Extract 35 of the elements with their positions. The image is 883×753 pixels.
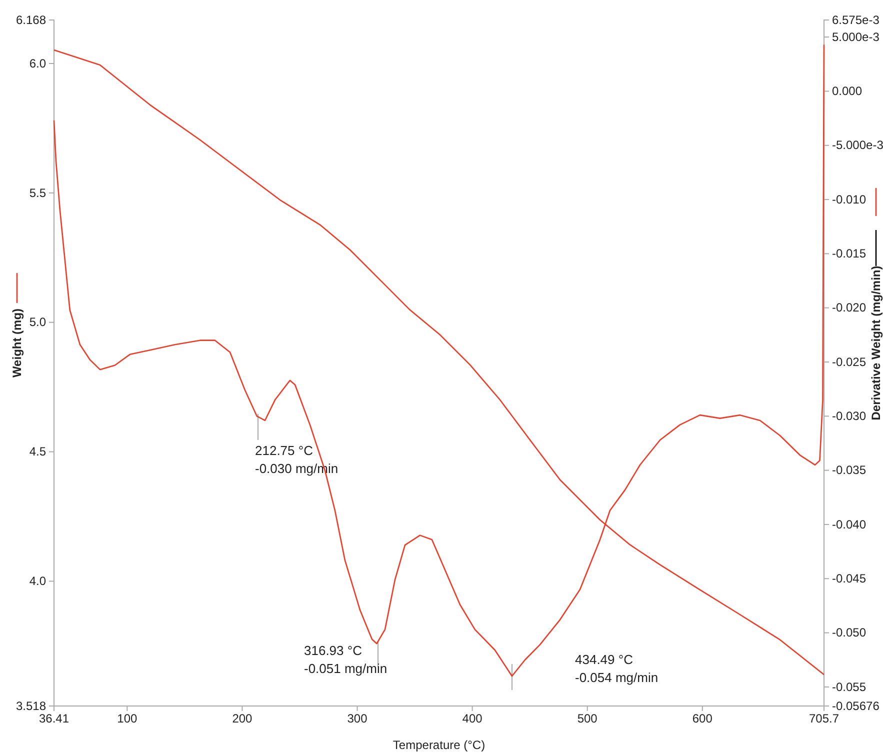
y-tick-label: 5.5 — [29, 186, 46, 200]
y-tick-label: 5.0 — [29, 315, 46, 330]
y2-tick-label: -0.055 — [832, 680, 866, 694]
y2-tick-label: -5.000e-3 — [832, 138, 883, 152]
y2-tick-label: 6.575e-3 — [832, 12, 880, 27]
y2-tick-label: -0.020 — [832, 300, 866, 315]
y2-tick-label: -0.035 — [832, 463, 866, 478]
x-tick-label: 600 — [692, 712, 713, 726]
x-tick-label: 705.7 — [808, 712, 840, 726]
y-tick-label: 6.0 — [29, 56, 46, 70]
x-tick-label: 100 — [117, 712, 138, 726]
y-axis-title: Weight (mg) — [10, 308, 24, 378]
y-tick-label: 4.0 — [29, 574, 46, 588]
x-tick-label: 400 — [462, 712, 483, 726]
y2-tick-label: -0.045 — [832, 571, 866, 586]
y2-tick-label: -0.025 — [832, 354, 866, 369]
x-tick-label: 300 — [347, 712, 368, 726]
y2-tick-label: -0.05676 — [832, 698, 880, 713]
y2-tick-label: -0.040 — [832, 517, 866, 532]
y2-tick-label: -0.015 — [832, 246, 866, 261]
y2-tick-label: -0.030 — [832, 408, 866, 423]
annotation: 434.49 °C -0.054 mg/min — [575, 652, 658, 685]
x-tick-label: 200 — [232, 712, 253, 726]
y-tick-label: 6.168 — [16, 12, 46, 27]
y2-axis-title: Derivative Weight (mg/min) — [869, 266, 883, 420]
annotation: 316.93 °C -0.051 mg/min — [304, 643, 388, 676]
y-tick-label: 4.5 — [29, 444, 46, 459]
y2-tick-label: -0.050 — [832, 626, 866, 640]
y-tick-label: 3.518 — [16, 698, 46, 713]
x-tick-label: 36.41 — [38, 712, 70, 726]
x-tick-label: 500 — [577, 712, 598, 726]
x-axis-title: Temperature (°C) — [392, 738, 486, 752]
y2-tick-label: 5.000e-3 — [832, 30, 880, 44]
y2-tick-label: 0.000 — [832, 84, 862, 98]
y2-tick-label: -0.010 — [832, 192, 866, 206]
